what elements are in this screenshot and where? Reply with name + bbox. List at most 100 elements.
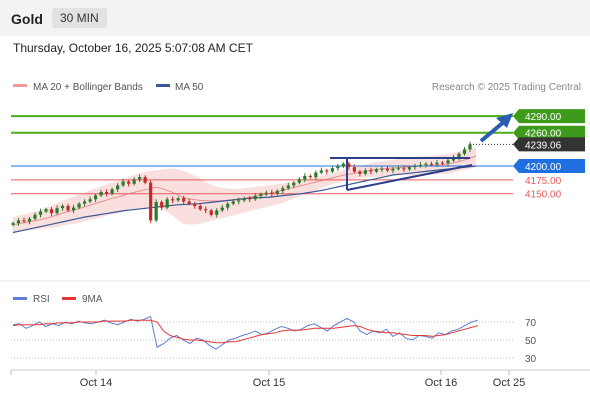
candle-body bbox=[380, 168, 384, 170]
candle-body bbox=[369, 170, 373, 172]
candle-body bbox=[198, 205, 202, 210]
ma50-legend-label: MA 50 bbox=[175, 82, 204, 93]
candle-body bbox=[358, 171, 362, 174]
candle-body bbox=[165, 199, 169, 208]
candle-body bbox=[231, 201, 235, 204]
candle-body bbox=[237, 200, 241, 202]
candle-body bbox=[413, 166, 417, 168]
candle-body bbox=[121, 181, 125, 186]
up-arrow-shaft bbox=[479, 119, 507, 143]
candle-body bbox=[407, 167, 412, 170]
candle-body bbox=[259, 194, 263, 196]
candle-body bbox=[385, 168, 390, 171]
rsi-legend-swatch bbox=[13, 297, 27, 300]
candle-body bbox=[286, 185, 290, 189]
candle-body bbox=[270, 192, 274, 194]
candle-body bbox=[457, 153, 461, 158]
candle-body bbox=[440, 162, 445, 164]
candle-body bbox=[462, 149, 467, 154]
candle-body bbox=[33, 214, 37, 219]
candle-body bbox=[66, 205, 70, 211]
rsi-ma-path bbox=[12, 319, 479, 344]
level-label-4260.00: 4260.00 bbox=[525, 129, 562, 140]
candle-body bbox=[176, 198, 180, 201]
candle-body bbox=[77, 203, 81, 208]
level-tag-4200.00 bbox=[513, 159, 585, 173]
candle-body bbox=[204, 209, 208, 211]
x-tick-label-1: Oct 15 bbox=[253, 377, 285, 389]
candle-body bbox=[468, 144, 472, 150]
candle-body bbox=[82, 201, 87, 204]
chart-panel bbox=[0, 36, 590, 400]
candle-body bbox=[44, 209, 48, 212]
candle-body bbox=[314, 172, 318, 178]
level-tag-4290.00 bbox=[513, 109, 585, 124]
candle-body bbox=[446, 160, 450, 164]
candle-body bbox=[336, 166, 340, 169]
candle-body bbox=[11, 223, 15, 225]
rsi-ma-legend-swatch bbox=[62, 297, 76, 300]
credit-text: Research © 2025 Trading Central bbox=[432, 82, 581, 93]
candle-body bbox=[435, 162, 439, 165]
candle-body bbox=[292, 182, 296, 186]
triangle-bottom-line bbox=[346, 164, 473, 191]
candle-body bbox=[49, 209, 54, 214]
timestamp: Thursday, October 16, 2025 5:07:08 AM CE… bbox=[13, 41, 253, 55]
candle-body bbox=[55, 208, 59, 214]
level-label-4150.00: 4150.00 bbox=[525, 190, 562, 201]
candle-body bbox=[253, 195, 257, 200]
candle-body bbox=[16, 220, 21, 224]
symbol-title: Gold bbox=[11, 11, 43, 27]
candle-body bbox=[215, 210, 219, 215]
candle-body bbox=[88, 199, 92, 202]
candle-body bbox=[391, 168, 395, 171]
candle-body bbox=[347, 163, 351, 168]
candle-body bbox=[132, 179, 136, 184]
candle-body bbox=[22, 220, 26, 222]
annotations bbox=[330, 113, 513, 191]
candle-body bbox=[374, 169, 378, 172]
rsi-lines bbox=[12, 315, 479, 350]
candle-body bbox=[297, 179, 301, 183]
candle-body bbox=[99, 192, 103, 196]
bollinger-legend-label: MA 20 + Bollinger Bands bbox=[33, 82, 143, 93]
bollinger-fill bbox=[13, 147, 476, 233]
candle-body bbox=[264, 192, 268, 195]
candle-body bbox=[93, 195, 98, 200]
candle-body bbox=[402, 168, 406, 170]
level-tag-4239.06 bbox=[513, 137, 585, 152]
timeframe-badge[interactable]: 30 MIN bbox=[52, 8, 107, 28]
candle-body bbox=[325, 170, 329, 172]
candle-body bbox=[275, 190, 279, 194]
candle-body bbox=[27, 218, 32, 222]
rsi-tick-50: 50 bbox=[525, 336, 537, 347]
candle-body bbox=[154, 202, 158, 221]
candle-body bbox=[182, 198, 186, 202]
level-lines bbox=[11, 115, 513, 195]
candle-body bbox=[352, 167, 356, 172]
rsi-path bbox=[12, 315, 479, 350]
candle-body bbox=[116, 185, 120, 190]
up-arrow-head bbox=[496, 113, 513, 128]
x-tick-label-2: Oct 16 bbox=[425, 377, 457, 389]
candle-body bbox=[303, 175, 307, 180]
ma50-legend-swatch bbox=[156, 84, 170, 87]
candle-body bbox=[363, 170, 367, 174]
candle-body bbox=[138, 177, 142, 180]
candle-body bbox=[105, 192, 109, 194]
candle-body bbox=[143, 177, 147, 183]
bollinger-legend-swatch bbox=[13, 84, 27, 87]
candle-body bbox=[341, 163, 345, 167]
candle-body bbox=[171, 199, 175, 201]
rsi-ma-legend-label: 9MA bbox=[82, 294, 103, 305]
bollinger-band bbox=[12, 147, 477, 233]
x-tick-label-3: Oct 25 bbox=[493, 377, 525, 389]
candle-body bbox=[319, 170, 323, 173]
rsi-legend-label: RSI bbox=[33, 294, 50, 305]
candle-body bbox=[71, 207, 76, 211]
candle-body bbox=[242, 198, 246, 201]
candle-body bbox=[429, 163, 434, 165]
level-label-4239.06: 4239.06 bbox=[525, 140, 562, 151]
